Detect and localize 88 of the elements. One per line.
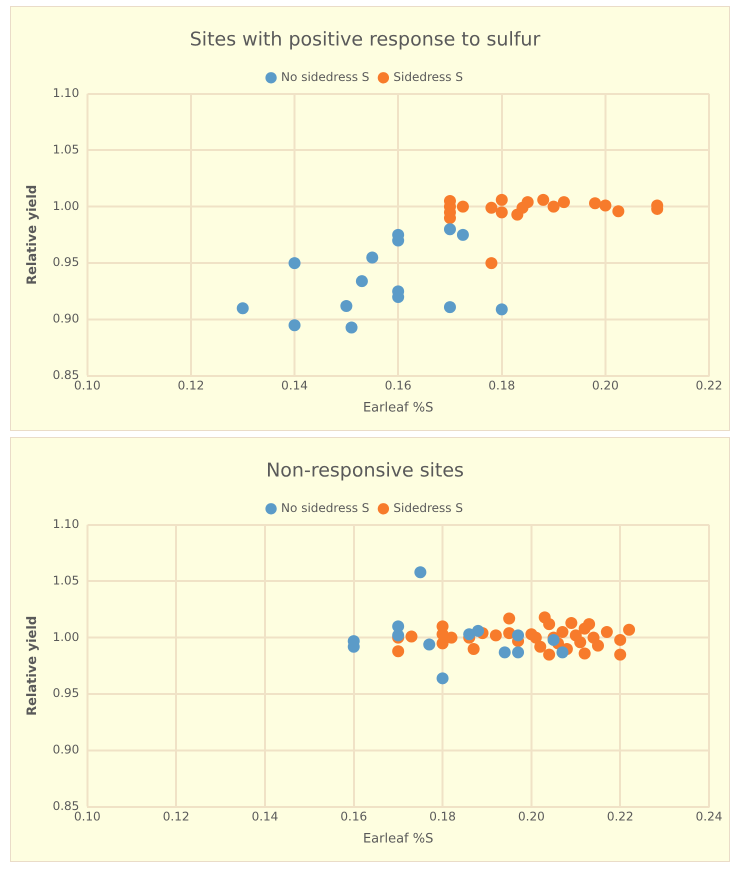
x-tick-label: 0.10 xyxy=(74,809,101,824)
point xyxy=(498,646,511,658)
x-axis-title: Earleaf %S xyxy=(362,400,434,416)
x-tick-label: 0.22 xyxy=(696,378,722,392)
point xyxy=(392,629,404,642)
legend-label: Sidedress S xyxy=(393,500,463,515)
point xyxy=(530,632,542,644)
y-tick-label: 0.90 xyxy=(52,312,80,326)
point xyxy=(578,647,591,660)
x-tick-label: 0.16 xyxy=(384,378,412,392)
point xyxy=(288,257,301,270)
x-tick-label: 0.10 xyxy=(74,378,101,392)
chart-title: Sites with positive response to sulfur xyxy=(190,28,540,50)
y-axis-title: Relative yield xyxy=(25,616,40,716)
point xyxy=(485,202,498,214)
x-tick-label: 0.14 xyxy=(281,378,308,392)
y-tick-label: 1.05 xyxy=(52,573,80,588)
point xyxy=(623,624,636,636)
point xyxy=(288,319,301,332)
point xyxy=(558,196,570,208)
x-axis-title: Earleaf %S xyxy=(362,832,434,847)
x-tick-label: 0.12 xyxy=(178,378,204,392)
point xyxy=(503,612,516,624)
x-tick-label: 0.20 xyxy=(518,809,545,824)
point xyxy=(346,321,358,334)
x-tick-label: 0.20 xyxy=(592,378,619,392)
y-tick-label: 0.90 xyxy=(52,742,80,757)
point xyxy=(600,626,613,638)
point xyxy=(405,630,418,643)
legend-label: Sidedress S xyxy=(393,70,463,84)
point xyxy=(485,257,498,270)
point xyxy=(614,634,626,646)
x-tick-label: 0.12 xyxy=(162,809,190,824)
point xyxy=(366,251,378,264)
point xyxy=(456,200,469,213)
point xyxy=(340,300,352,312)
point xyxy=(496,194,508,206)
y-tick-label: 1.00 xyxy=(52,198,80,213)
y-tick-label: 1.00 xyxy=(52,630,80,644)
point xyxy=(512,646,524,658)
point xyxy=(583,618,596,630)
x-tick-label: 0.22 xyxy=(606,809,634,824)
chart-title: Non-responsive sites xyxy=(266,459,464,482)
y-axis-title: Relative yield xyxy=(25,184,40,285)
point xyxy=(592,640,604,652)
point xyxy=(236,302,249,314)
point xyxy=(456,228,469,241)
x-tick-label: 0.14 xyxy=(252,809,278,824)
point xyxy=(423,638,436,650)
point xyxy=(614,648,626,661)
point xyxy=(444,301,456,314)
point xyxy=(496,303,508,316)
point xyxy=(589,197,602,210)
point xyxy=(436,637,449,650)
point xyxy=(472,624,484,637)
point xyxy=(392,645,404,658)
y-tick-label: 0.95 xyxy=(52,255,80,270)
point xyxy=(599,200,612,212)
point xyxy=(537,194,550,206)
point xyxy=(543,648,556,661)
x-tick-label: 0.18 xyxy=(488,378,516,392)
legend-label: No sidedress S xyxy=(281,70,370,84)
point xyxy=(534,640,546,653)
point xyxy=(414,566,426,578)
y-tick-label: 1.10 xyxy=(52,516,80,531)
point xyxy=(543,618,556,630)
x-tick-label: 0.16 xyxy=(340,809,368,824)
legend-label: No sidedress S xyxy=(281,500,370,515)
point xyxy=(556,626,568,638)
x-tick-label: 0.18 xyxy=(429,809,456,824)
point xyxy=(445,632,458,644)
point xyxy=(565,617,578,630)
point xyxy=(548,200,560,213)
point xyxy=(490,629,502,642)
point xyxy=(522,196,534,208)
point xyxy=(556,646,568,658)
point xyxy=(496,206,508,218)
x-tick-label: 0.24 xyxy=(696,809,722,824)
y-tick-label: 0.95 xyxy=(52,686,80,700)
y-tick-label: 1.10 xyxy=(52,86,80,100)
point xyxy=(468,642,480,655)
point xyxy=(356,275,368,288)
point xyxy=(436,672,449,684)
point xyxy=(574,636,586,648)
point xyxy=(444,223,456,236)
point xyxy=(512,629,524,642)
y-tick-label: 1.05 xyxy=(52,142,80,156)
point xyxy=(612,205,624,218)
